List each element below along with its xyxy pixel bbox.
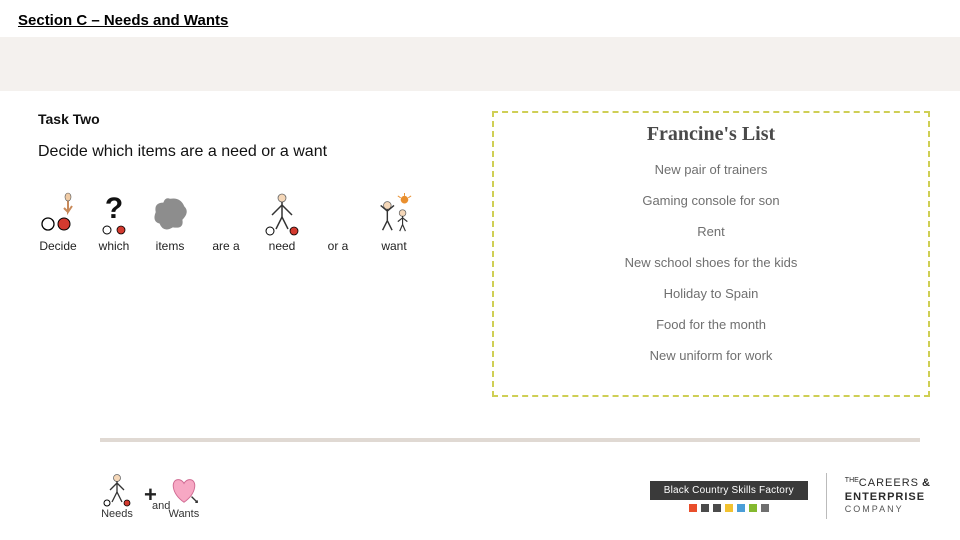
content-area: Task Two Decide which items are a need o… xyxy=(0,91,960,397)
bcsf-logo: Black Country Skills Factory xyxy=(650,481,808,512)
list-item: New uniform for work xyxy=(510,348,912,363)
cec-amp: & xyxy=(922,477,930,489)
mini-needs: Needs xyxy=(100,472,134,520)
blank-icon xyxy=(206,191,246,237)
heart-icon xyxy=(167,472,201,508)
mini-label: Needs xyxy=(101,508,133,520)
mini-wants: Wants xyxy=(167,472,201,520)
cec-pre: THE xyxy=(845,477,859,484)
svg-text:?: ? xyxy=(105,192,123,225)
symbol-label: are a xyxy=(212,239,239,253)
bcsf-dots xyxy=(689,504,769,512)
header-band xyxy=(0,37,960,91)
cec-line2: ENTERPRISE xyxy=(845,491,930,504)
needs-wants-mini: Needs + Wants and xyxy=(100,472,201,520)
need-icon xyxy=(262,191,302,237)
want-icon xyxy=(374,191,414,237)
footer-divider xyxy=(100,438,920,442)
bcsf-text: Black Country Skills Factory xyxy=(650,481,808,500)
mini-label: Wants xyxy=(168,508,199,520)
list-item: Food for the month xyxy=(510,317,912,332)
symbol-or-a: or a xyxy=(318,191,358,253)
mini-label: and xyxy=(152,500,170,512)
symbol-which: ? which xyxy=(94,191,134,253)
symbol-label: which xyxy=(99,239,130,253)
decide-icon xyxy=(38,191,78,237)
section-title: Section C – Needs and Wants xyxy=(18,12,960,29)
items-icon xyxy=(150,191,190,237)
symbol-want: want xyxy=(374,191,414,253)
symbol-label: items xyxy=(156,239,185,253)
need-icon xyxy=(100,472,134,508)
list-item: Holiday to Spain xyxy=(510,286,912,301)
symbol-label: need xyxy=(269,239,296,253)
list-title: Francine's List xyxy=(510,123,912,146)
task-label: Task Two xyxy=(38,111,458,127)
right-column: Francine's List New pair of trainers Gam… xyxy=(492,111,930,397)
symbol-decide: Decide xyxy=(38,191,78,253)
symbol-label: or a xyxy=(328,239,349,253)
footer-logos: Black Country Skills Factory THECAREERS … xyxy=(650,473,930,519)
list-item: Rent xyxy=(510,224,912,239)
cec-line3: COMPANY xyxy=(845,504,930,515)
left-column: Task Two Decide which items are a need o… xyxy=(38,111,458,397)
symbol-sentence-row: Decide ? which items xyxy=(38,191,458,253)
list-item: New pair of trainers xyxy=(510,162,912,177)
logo-divider xyxy=(826,473,827,519)
which-icon: ? xyxy=(94,191,134,237)
symbol-items: items xyxy=(150,191,190,253)
francines-list-box: Francine's List New pair of trainers Gam… xyxy=(492,111,930,397)
blank-icon xyxy=(318,191,358,237)
task-instruction: Decide which items are a need or a want xyxy=(38,143,458,161)
symbol-are-a: are a xyxy=(206,191,246,253)
mini-and: and xyxy=(152,500,170,512)
cec-logo: THECAREERS & ENTERPRISE COMPANY xyxy=(845,477,930,514)
symbol-need: need xyxy=(262,191,302,253)
symbol-label: want xyxy=(381,239,406,253)
list-item: New school shoes for the kids xyxy=(510,255,912,270)
list-item: Gaming console for son xyxy=(510,193,912,208)
footer: Needs + Wants and Black Country Skills F… xyxy=(0,466,960,526)
symbol-label: Decide xyxy=(39,239,76,253)
cec-line1: CAREERS xyxy=(859,477,919,489)
